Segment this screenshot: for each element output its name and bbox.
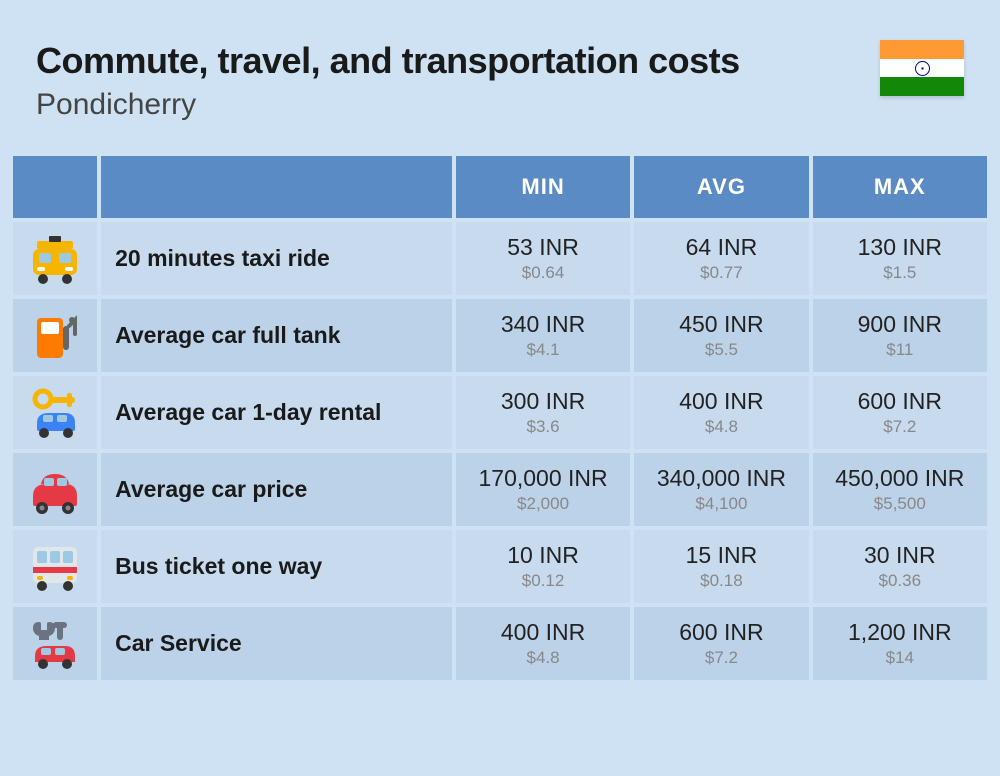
min-inr: 400 INR <box>464 619 622 646</box>
row-label: Average car price <box>101 453 452 526</box>
table-row: Average car full tank 340 INR $4.1 450 I… <box>13 299 987 372</box>
avg-inr: 64 INR <box>642 234 800 261</box>
max-usd: $5,500 <box>821 494 979 514</box>
min-usd: $4.8 <box>464 648 622 668</box>
row-icon-cell <box>13 453 97 526</box>
cell-min: 10 INR $0.12 <box>456 530 630 603</box>
row-icon-cell <box>13 299 97 372</box>
fuel-icon <box>27 308 83 364</box>
cell-min: 53 INR $0.64 <box>456 222 630 295</box>
avg-inr: 600 INR <box>642 619 800 646</box>
header-avg: AVG <box>634 156 808 218</box>
bus-icon <box>27 539 83 595</box>
header-icon-col <box>13 156 97 218</box>
min-usd: $3.6 <box>464 417 622 437</box>
service-icon <box>27 616 83 672</box>
page-title: Commute, travel, and transportation cost… <box>36 40 740 82</box>
avg-inr: 15 INR <box>642 542 800 569</box>
min-inr: 53 INR <box>464 234 622 261</box>
cell-avg: 450 INR $5.5 <box>634 299 808 372</box>
cell-max: 1,200 INR $14 <box>813 607 987 680</box>
max-usd: $0.36 <box>821 571 979 591</box>
car-icon <box>27 462 83 518</box>
avg-usd: $0.18 <box>642 571 800 591</box>
cell-min: 400 INR $4.8 <box>456 607 630 680</box>
cell-avg: 600 INR $7.2 <box>634 607 808 680</box>
max-inr: 30 INR <box>821 542 979 569</box>
row-label: Average car 1-day rental <box>101 376 452 449</box>
min-usd: $0.12 <box>464 571 622 591</box>
min-inr: 300 INR <box>464 388 622 415</box>
cell-max: 30 INR $0.36 <box>813 530 987 603</box>
avg-usd: $0.77 <box>642 263 800 283</box>
min-usd: $0.64 <box>464 263 622 283</box>
taxi-icon <box>27 231 83 287</box>
table-row: Average car price 170,000 INR $2,000 340… <box>13 453 987 526</box>
avg-inr: 340,000 INR <box>642 465 800 492</box>
min-inr: 340 INR <box>464 311 622 338</box>
cell-min: 340 INR $4.1 <box>456 299 630 372</box>
max-usd: $11 <box>821 340 979 360</box>
flag-white-stripe <box>880 59 964 78</box>
avg-usd: $4,100 <box>642 494 800 514</box>
avg-usd: $4.8 <box>642 417 800 437</box>
table-row: Bus ticket one way 10 INR $0.12 15 INR $… <box>13 530 987 603</box>
row-label: Average car full tank <box>101 299 452 372</box>
rental-icon <box>27 385 83 441</box>
min-inr: 10 INR <box>464 542 622 569</box>
max-usd: $14 <box>821 648 979 668</box>
page-header: Commute, travel, and transportation cost… <box>0 0 1000 152</box>
avg-usd: $7.2 <box>642 648 800 668</box>
min-usd: $4.1 <box>464 340 622 360</box>
cell-avg: 15 INR $0.18 <box>634 530 808 603</box>
avg-inr: 400 INR <box>642 388 800 415</box>
row-icon-cell <box>13 530 97 603</box>
table-row: Average car 1-day rental 300 INR $3.6 40… <box>13 376 987 449</box>
row-label: 20 minutes taxi ride <box>101 222 452 295</box>
india-flag-icon <box>880 40 964 96</box>
flag-saffron-stripe <box>880 40 964 59</box>
max-inr: 600 INR <box>821 388 979 415</box>
cell-max: 450,000 INR $5,500 <box>813 453 987 526</box>
table-header-row: MIN AVG MAX <box>13 156 987 218</box>
avg-inr: 450 INR <box>642 311 800 338</box>
max-usd: $1.5 <box>821 263 979 283</box>
cell-avg: 400 INR $4.8 <box>634 376 808 449</box>
cell-max: 600 INR $7.2 <box>813 376 987 449</box>
max-inr: 450,000 INR <box>821 465 979 492</box>
min-inr: 170,000 INR <box>464 465 622 492</box>
row-label: Car Service <box>101 607 452 680</box>
header-max: MAX <box>813 156 987 218</box>
flag-green-stripe <box>880 77 964 96</box>
header-label-col <box>101 156 452 218</box>
max-inr: 900 INR <box>821 311 979 338</box>
cell-max: 130 INR $1.5 <box>813 222 987 295</box>
cell-avg: 340,000 INR $4,100 <box>634 453 808 526</box>
max-inr: 130 INR <box>821 234 979 261</box>
max-usd: $7.2 <box>821 417 979 437</box>
min-usd: $2,000 <box>464 494 622 514</box>
row-icon-cell <box>13 607 97 680</box>
row-icon-cell <box>13 222 97 295</box>
max-inr: 1,200 INR <box>821 619 979 646</box>
cell-min: 300 INR $3.6 <box>456 376 630 449</box>
row-icon-cell <box>13 376 97 449</box>
cost-table: MIN AVG MAX 20 minutes taxi ride 53 INR … <box>9 152 991 684</box>
cell-min: 170,000 INR $2,000 <box>456 453 630 526</box>
table-row: Car Service 400 INR $4.8 600 INR $7.2 1,… <box>13 607 987 680</box>
header-min: MIN <box>456 156 630 218</box>
cell-avg: 64 INR $0.77 <box>634 222 808 295</box>
title-block: Commute, travel, and transportation cost… <box>36 40 740 122</box>
table-row: 20 minutes taxi ride 53 INR $0.64 64 INR… <box>13 222 987 295</box>
row-label: Bus ticket one way <box>101 530 452 603</box>
page-subtitle: Pondicherry <box>36 88 740 122</box>
cell-max: 900 INR $11 <box>813 299 987 372</box>
avg-usd: $5.5 <box>642 340 800 360</box>
flag-chakra-icon <box>915 61 930 76</box>
